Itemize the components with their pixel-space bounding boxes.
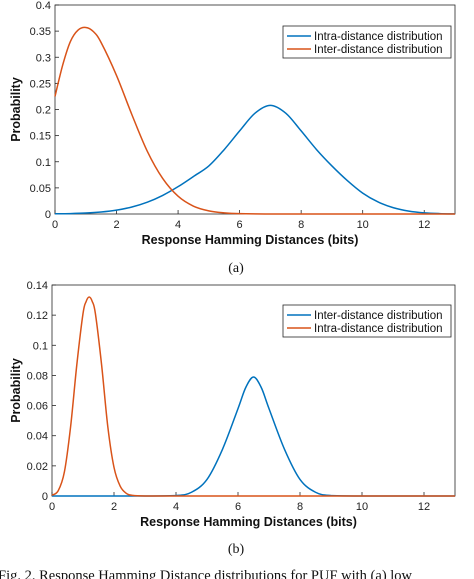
panel-a-x-tick-label: 12 [418,219,430,231]
panel-a-y-tick-label: 0.05 [30,183,51,195]
panel-a-y-tick-label: 0.25 [30,78,51,90]
panel-a-y-axis-label: Probability [9,77,23,142]
panel-b-x-tick-label: 12 [418,501,430,513]
panel-b-x-tick-label: 8 [297,501,303,513]
panel-a-x-tick-label: 0 [52,219,58,231]
panel-b-x-tick-label: 0 [49,501,55,513]
panel-b-x-tick-label: 10 [356,501,368,513]
panel-b-y-tick-label: 0.14 [27,280,48,292]
panel-a-y-tick-label: 0.2 [36,105,51,117]
panel-b-legend-label-2: Intra-distance distribution [314,323,442,335]
panel-a-legend-label-1: Intra-distance distribution [314,31,442,43]
panel-b-x-tick-label: 2 [111,501,117,513]
panel-b-caption: (b) [228,542,245,557]
panel-a-x-tick-label: 6 [237,219,243,231]
panel-b-y-tick-label: 0.06 [27,401,48,413]
panel-b-series-line-1 [52,376,455,497]
panel-b-y-tick-label: 0.02 [27,461,48,473]
panel-b-y-tick-label: 0.04 [27,431,48,443]
panel-b-series-line-2 [51,296,455,497]
panel-a-y-tick-label: 0 [45,209,51,221]
panel-b-x-tick-label: 4 [173,501,179,513]
panel-a-legend-label-2: Inter-distance distribution [314,44,442,56]
panel-b-legend-box [282,304,452,338]
panel-a-series-line-2 [54,26,455,215]
panel-a-x-tick-label: 10 [357,219,369,231]
panel-b-legend-label-1: Inter-distance distribution [314,310,442,322]
chart-panel-a: 0 2 4 6 8 10 12 0 0.05 0.1 0.15 0.2 0.25 0.3 0.35 0.4 Re… [9,0,456,247]
panel-a-series-line-1 [54,104,456,215]
panel-b-y-tick-label: 0.08 [27,370,48,382]
panel-a-y-tick-label: 0.3 [36,52,51,64]
panel-b-y-tick-label: 0 [42,491,48,503]
panel-a-y-tick-label: 0.4 [36,0,51,12]
panel-a-legend-box [282,25,452,59]
panel-b-y-tick-label: 0.1 [33,340,48,352]
panel-b-x-tick-label: 6 [235,501,241,513]
panel-b-x-axis-label: Response Hamming Distances (bits) [140,515,357,529]
panel-a-caption: (a) [228,261,244,276]
panel-a-x-tick-label: 8 [298,219,304,231]
chart-panel-b: 0 2 4 6 8 10 12 0 0.02 0.04 0.06 0.08 0.1 0.12 0.14 Res… [9,280,456,529]
panel-a-y-tick-label: 0.15 [30,131,51,143]
panel-b-y-tick-label: 0.12 [27,310,48,322]
panel-a-x-tick-label: 4 [175,219,181,231]
panel-a-y-tick-label: 0.1 [36,157,51,169]
panel-a-y-tick-label: 0.35 [30,26,51,38]
panel-a-x-axis-label: Response Hamming Distances (bits) [142,233,359,247]
figure-caption: Fig. 2. Response Hamming Distance distri… [0,568,413,579]
panel-a-x-tick-label: 2 [113,219,119,231]
panel-b-y-axis-label: Probability [9,358,23,423]
